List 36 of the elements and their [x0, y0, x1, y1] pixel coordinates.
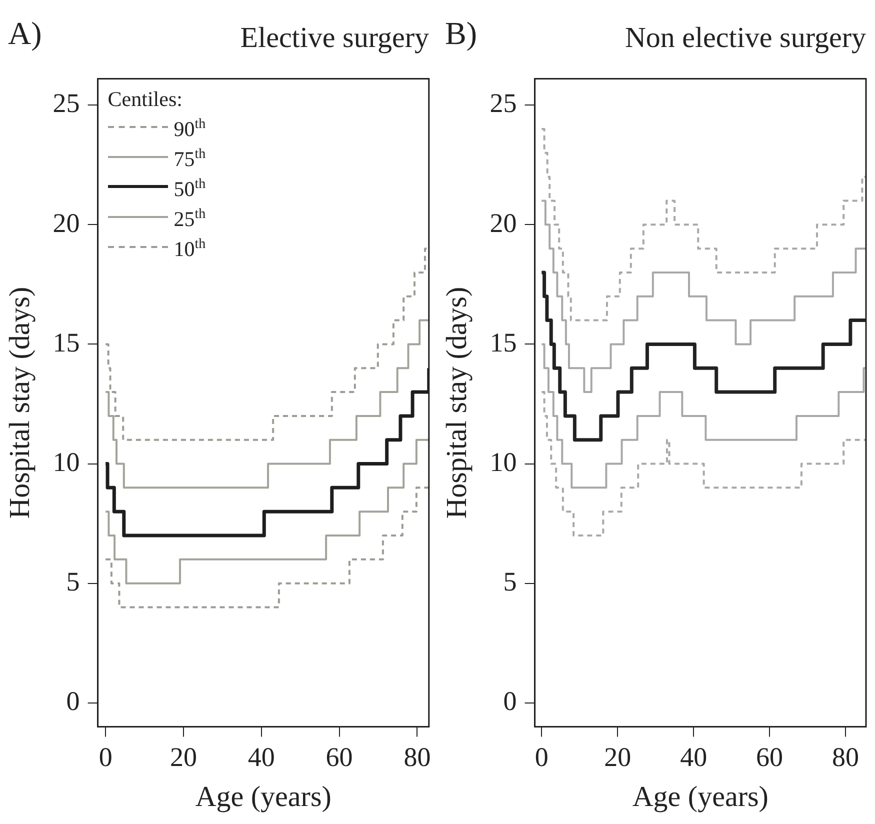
- x-tick-label: 80: [832, 742, 859, 772]
- text: A): [8, 15, 42, 51]
- x-tick-label: 0: [98, 742, 112, 772]
- y-tick-label: 0: [66, 686, 80, 716]
- y-tick-label: 25: [52, 88, 80, 118]
- x-axis-title: Age (years): [632, 781, 768, 814]
- x-tick-label: 40: [680, 742, 708, 772]
- legend-title: Centiles:: [108, 86, 184, 112]
- x-tick-label: 60: [326, 742, 353, 772]
- y-axis-title: Hospital stay (days): [4, 286, 36, 519]
- chart-title: Non elective surgery: [624, 22, 866, 54]
- x-tick-label: 20: [170, 742, 197, 772]
- y-tick-label: 15: [490, 327, 517, 358]
- y-tick-label: 10: [490, 446, 517, 477]
- y-tick-label: 20: [52, 208, 80, 238]
- y-tick-label: 5: [503, 566, 517, 596]
- legend-label: 75$^{th}$: [174, 146, 206, 172]
- y-tick-label: 10: [52, 446, 80, 477]
- y-tick-label: 25: [490, 88, 517, 118]
- x-tick-label: 60: [756, 742, 784, 772]
- y-tick-label: 5: [66, 566, 80, 596]
- text: B): [445, 15, 477, 51]
- y-tick-label: 0: [503, 686, 517, 716]
- legend-label: 50$^{th}$: [174, 176, 206, 202]
- y-tick-label: 20: [490, 208, 517, 238]
- legend-label: 25$^{th}$: [174, 206, 206, 232]
- y-tick-label: 15: [52, 327, 80, 358]
- x-tick-label: 40: [248, 742, 275, 772]
- x-tick-label: 80: [404, 742, 431, 772]
- x-tick-label: 20: [604, 742, 632, 772]
- y-axis-title: Hospital stay (days): [441, 286, 474, 519]
- legend-label: 10$^{th}$: [174, 236, 206, 262]
- legend-label: 90$^{th}$: [174, 116, 206, 142]
- x-tick-label: 0: [534, 742, 548, 772]
- x-axis-title: Age (years): [195, 781, 332, 814]
- chart-title: Elective surgery: [240, 22, 430, 54]
